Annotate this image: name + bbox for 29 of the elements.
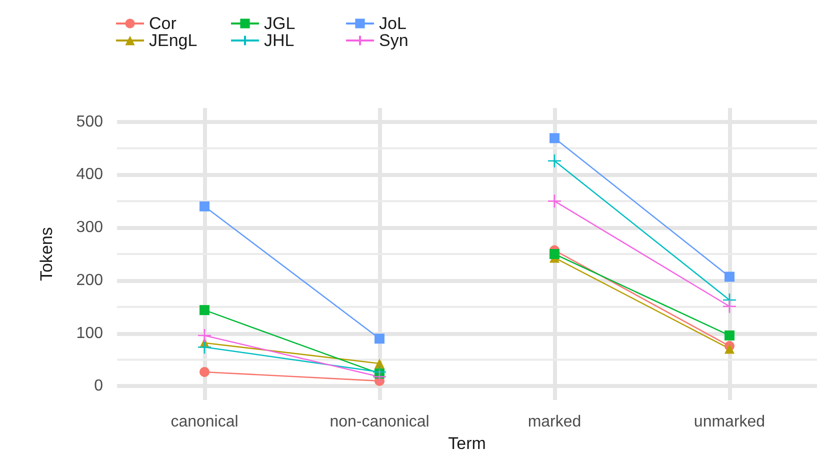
- x-tick-label: canonical: [170, 414, 238, 430]
- y-tick-label: 400: [76, 166, 104, 184]
- point: [547, 154, 562, 168]
- x-axis-title: Term: [448, 434, 486, 453]
- point: [372, 370, 387, 384]
- legend-label: Syn: [379, 31, 408, 50]
- point: [547, 194, 562, 208]
- point: [200, 201, 210, 212]
- point: [374, 334, 384, 344]
- x-tick-label: non-canonical: [330, 414, 430, 430]
- point: [200, 305, 210, 316]
- legend-label: JGL: [264, 14, 296, 33]
- x-tick-label: marked: [528, 414, 582, 430]
- y-tick-label: 200: [76, 272, 104, 289]
- y-tick-label: 500: [76, 113, 104, 130]
- legend-label: JoL: [379, 14, 406, 33]
- point: [550, 133, 560, 144]
- point: [724, 330, 734, 340]
- y-axis-title: Tokens: [37, 227, 56, 281]
- y-tick-label: 0: [94, 378, 104, 395]
- point: [724, 272, 734, 282]
- legend-label: JHL: [264, 31, 294, 50]
- legend-label: Cor: [149, 14, 177, 33]
- point: [722, 299, 737, 314]
- legend-label: JEngL: [149, 31, 198, 50]
- y-tick-label: 100: [76, 324, 104, 342]
- x-tick-label: unmarked: [694, 414, 766, 430]
- point: [200, 366, 210, 377]
- y-tick-label: 300: [76, 219, 104, 236]
